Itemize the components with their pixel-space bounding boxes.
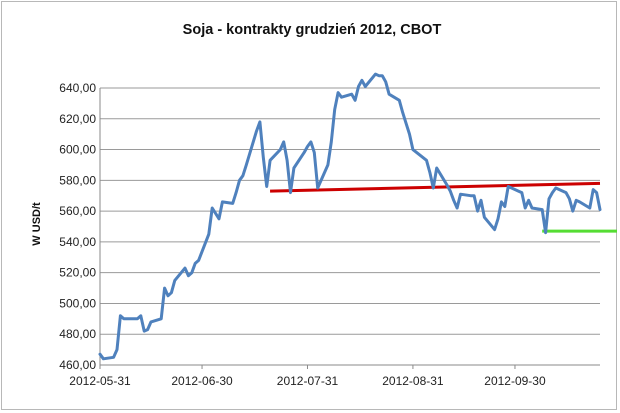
y-tick-labels: 460,00 480,00 500,00 520,00 540,00 560,00 580,… xyxy=(59,81,96,372)
x-tick-label: 2012-08-31 xyxy=(382,374,444,388)
gridlines xyxy=(99,87,600,366)
y-tick-label: 520,00 xyxy=(59,266,96,280)
x-tick-label: 2012-05-31 xyxy=(69,374,131,388)
y-tick-label: 560,00 xyxy=(59,204,96,218)
x-tick-label: 2012-09-30 xyxy=(484,374,546,388)
y-tick-label: 600,00 xyxy=(59,143,96,157)
y-tick-label: 640,00 xyxy=(59,81,96,95)
x-tick-label: 2012-06-30 xyxy=(171,374,233,388)
chart-title: Soja - kontrakty grudzień 2012, CBOT xyxy=(183,22,442,38)
series-group xyxy=(98,72,602,361)
price-line xyxy=(98,72,602,361)
y-axis-label: W USD/t xyxy=(31,202,43,246)
y-tick-label: 580,00 xyxy=(59,173,96,187)
y-tick-label: 500,00 xyxy=(59,296,96,310)
x-tick-label: 2012-07-31 xyxy=(277,374,339,388)
y-tick-label: 540,00 xyxy=(59,235,96,249)
y-tick-label: 620,00 xyxy=(59,112,96,126)
x-tick-labels: 2012-05-31 2012-06-30 2012-07-31 2012-08-31… xyxy=(69,365,546,388)
annotation-lines xyxy=(270,181,618,233)
resistance-line xyxy=(270,181,601,193)
y-tick-label: 480,00 xyxy=(59,327,96,341)
y-tick-label: 460,00 xyxy=(59,358,96,372)
